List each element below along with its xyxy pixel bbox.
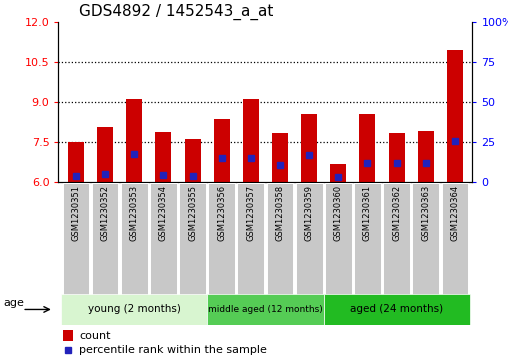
FancyBboxPatch shape: [150, 183, 177, 295]
Text: GSM1230355: GSM1230355: [188, 185, 197, 241]
FancyBboxPatch shape: [179, 183, 206, 295]
FancyBboxPatch shape: [412, 183, 439, 295]
FancyBboxPatch shape: [237, 183, 264, 295]
Bar: [68, 142, 84, 182]
Text: GSM1230363: GSM1230363: [421, 185, 430, 241]
Bar: [330, 164, 346, 182]
Bar: [62, 330, 73, 341]
Text: GSM1230353: GSM1230353: [130, 185, 139, 241]
FancyBboxPatch shape: [121, 183, 148, 295]
FancyBboxPatch shape: [267, 183, 294, 295]
FancyBboxPatch shape: [441, 183, 468, 295]
Bar: [447, 50, 463, 182]
Text: GSM1230359: GSM1230359: [305, 185, 313, 241]
FancyBboxPatch shape: [61, 294, 207, 325]
Text: aged (24 months): aged (24 months): [350, 305, 443, 314]
Bar: [301, 114, 317, 182]
Bar: [272, 133, 288, 182]
Text: GSM1230354: GSM1230354: [159, 185, 168, 241]
FancyBboxPatch shape: [383, 183, 410, 295]
Text: count: count: [79, 331, 111, 341]
Text: age: age: [3, 298, 24, 308]
Text: GSM1230362: GSM1230362: [392, 185, 401, 241]
FancyBboxPatch shape: [354, 183, 381, 295]
Bar: [184, 139, 201, 182]
Text: percentile rank within the sample: percentile rank within the sample: [79, 345, 267, 355]
FancyBboxPatch shape: [91, 183, 118, 295]
Text: GSM1230358: GSM1230358: [275, 185, 284, 241]
FancyBboxPatch shape: [62, 183, 89, 295]
Text: GSM1230351: GSM1230351: [72, 185, 80, 241]
Text: middle aged (12 months): middle aged (12 months): [208, 305, 323, 314]
Bar: [389, 133, 405, 182]
Bar: [243, 99, 259, 182]
FancyBboxPatch shape: [325, 183, 352, 295]
Text: young (2 months): young (2 months): [88, 305, 181, 314]
FancyBboxPatch shape: [208, 183, 235, 295]
Text: GSM1230364: GSM1230364: [451, 185, 459, 241]
Text: GSM1230361: GSM1230361: [363, 185, 372, 241]
Bar: [126, 99, 142, 182]
Text: GSM1230352: GSM1230352: [101, 185, 110, 241]
Bar: [418, 131, 434, 182]
Bar: [155, 132, 171, 182]
Text: GSM1230356: GSM1230356: [217, 185, 226, 241]
Text: GDS4892 / 1452543_a_at: GDS4892 / 1452543_a_at: [79, 4, 273, 20]
FancyBboxPatch shape: [207, 294, 324, 325]
FancyBboxPatch shape: [296, 183, 323, 295]
Text: GSM1230357: GSM1230357: [246, 185, 256, 241]
FancyBboxPatch shape: [324, 294, 469, 325]
Bar: [214, 119, 230, 182]
Bar: [360, 114, 375, 182]
Bar: [97, 127, 113, 182]
Text: GSM1230360: GSM1230360: [334, 185, 343, 241]
